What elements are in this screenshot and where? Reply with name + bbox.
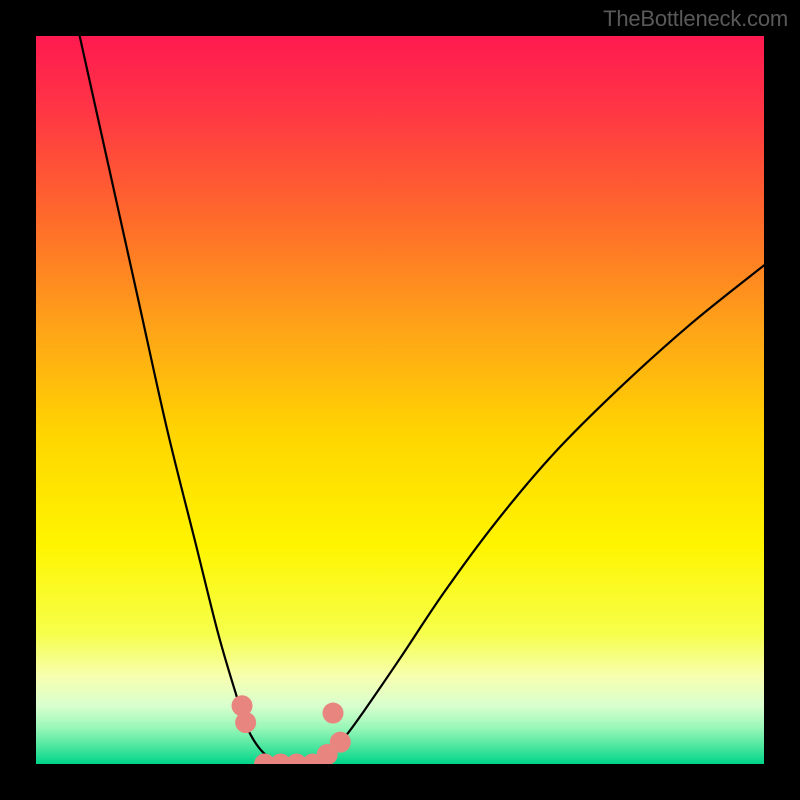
chart-container: TheBottleneck.com bbox=[0, 0, 800, 800]
left-curve bbox=[80, 36, 282, 764]
data-marker bbox=[323, 703, 344, 724]
right-curve bbox=[313, 265, 764, 764]
watermark-text: TheBottleneck.com bbox=[603, 6, 788, 32]
data-marker bbox=[235, 712, 256, 733]
curve-layer bbox=[0, 0, 800, 800]
data-marker bbox=[330, 732, 351, 753]
